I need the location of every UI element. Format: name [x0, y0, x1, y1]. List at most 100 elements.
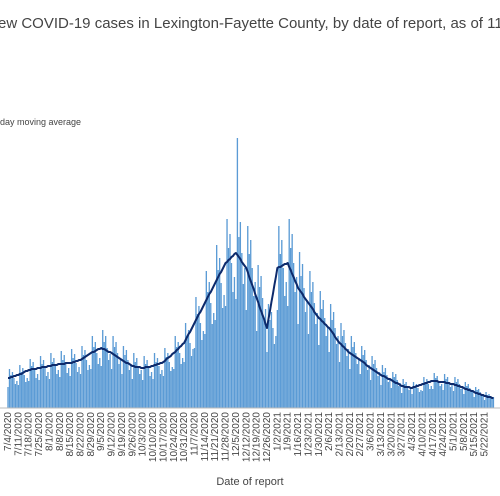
bar	[420, 390, 422, 408]
bar	[374, 360, 376, 408]
bar	[189, 343, 191, 408]
bar	[371, 356, 373, 408]
bar	[205, 271, 207, 408]
x-tick-label: 8/1/2020	[44, 412, 55, 451]
bar	[57, 370, 59, 408]
bar	[251, 268, 253, 408]
bar	[346, 356, 348, 408]
bar	[356, 364, 358, 408]
bar	[10, 375, 12, 408]
x-tick-label: 1/30/2021	[314, 412, 325, 457]
bar	[214, 320, 216, 408]
bar	[99, 358, 101, 408]
bar	[28, 381, 30, 408]
bar	[358, 358, 360, 408]
bar	[298, 252, 301, 408]
bar	[260, 276, 262, 408]
bar	[282, 268, 284, 408]
bar	[119, 358, 122, 408]
bar	[139, 374, 141, 408]
bar	[130, 365, 132, 408]
bar	[47, 372, 49, 408]
bar	[162, 376, 165, 408]
bar	[250, 240, 252, 408]
bar	[35, 378, 37, 408]
bar	[170, 371, 172, 408]
bar	[485, 392, 487, 408]
bar	[164, 348, 166, 408]
bar	[301, 264, 304, 408]
bar	[451, 385, 453, 408]
x-tick-label: 4/10/2021	[417, 412, 428, 457]
bar	[91, 336, 94, 408]
bar	[29, 359, 31, 408]
bar	[68, 368, 70, 408]
bar	[39, 356, 42, 408]
bar	[195, 297, 197, 408]
bar	[244, 268, 246, 408]
x-tick-label: 8/8/2020	[55, 412, 66, 451]
x-tick-label: 3/20/2021	[386, 412, 397, 457]
bar	[232, 292, 234, 408]
bar	[375, 368, 378, 408]
bar	[184, 323, 187, 408]
bar	[173, 369, 175, 408]
chart-title: ew COVID-19 cases in Lexington-Fayette C…	[0, 15, 500, 32]
bar	[455, 382, 458, 408]
bar	[97, 364, 99, 408]
bar	[207, 292, 209, 408]
bar	[210, 303, 212, 408]
bar	[344, 343, 347, 408]
x-tick-label: 11/7/2020	[189, 412, 200, 456]
bar	[31, 366, 33, 408]
bar	[118, 364, 120, 408]
x-tick-label: 12/12/2020	[241, 412, 252, 462]
bar	[440, 384, 443, 408]
bar	[7, 387, 9, 408]
bar	[153, 353, 156, 408]
bar	[93, 347, 95, 408]
x-tick-label: 3/6/2021	[366, 412, 377, 451]
bar	[11, 372, 14, 408]
bar	[489, 396, 492, 408]
bar	[187, 330, 190, 408]
bar	[211, 324, 213, 408]
bar	[51, 362, 54, 408]
bar	[199, 323, 202, 408]
bar	[300, 276, 302, 408]
bar	[105, 336, 107, 408]
bar	[445, 379, 447, 408]
bar	[233, 277, 236, 408]
bar	[180, 364, 182, 408]
bar	[405, 382, 407, 408]
x-tick-label: 1/16/2021	[293, 412, 304, 457]
bar	[267, 304, 270, 408]
bar	[167, 353, 169, 408]
bar	[79, 374, 82, 408]
bar	[216, 245, 218, 408]
bar	[85, 360, 88, 408]
x-tick-label: 10/10/2020	[148, 412, 159, 462]
bar	[355, 353, 357, 408]
bar	[161, 370, 163, 408]
bar	[423, 377, 425, 408]
bar	[369, 380, 372, 408]
bar	[482, 394, 484, 408]
bar	[353, 342, 355, 408]
bar	[491, 398, 493, 408]
bar	[16, 381, 18, 408]
bar	[372, 364, 375, 408]
bar	[378, 372, 381, 408]
bar	[396, 380, 398, 408]
bar	[90, 369, 92, 408]
bar	[475, 387, 477, 408]
x-tick-label: 10/31/2020	[179, 412, 190, 462]
bar	[116, 353, 119, 408]
bar	[128, 370, 131, 408]
x-axis-label: Date of report	[216, 476, 283, 488]
bar	[398, 386, 400, 408]
x-tick-label: 2/6/2021	[324, 412, 335, 451]
x-tick-label: 7/11/2020	[13, 412, 24, 456]
bar	[143, 356, 145, 408]
bar	[284, 296, 286, 408]
